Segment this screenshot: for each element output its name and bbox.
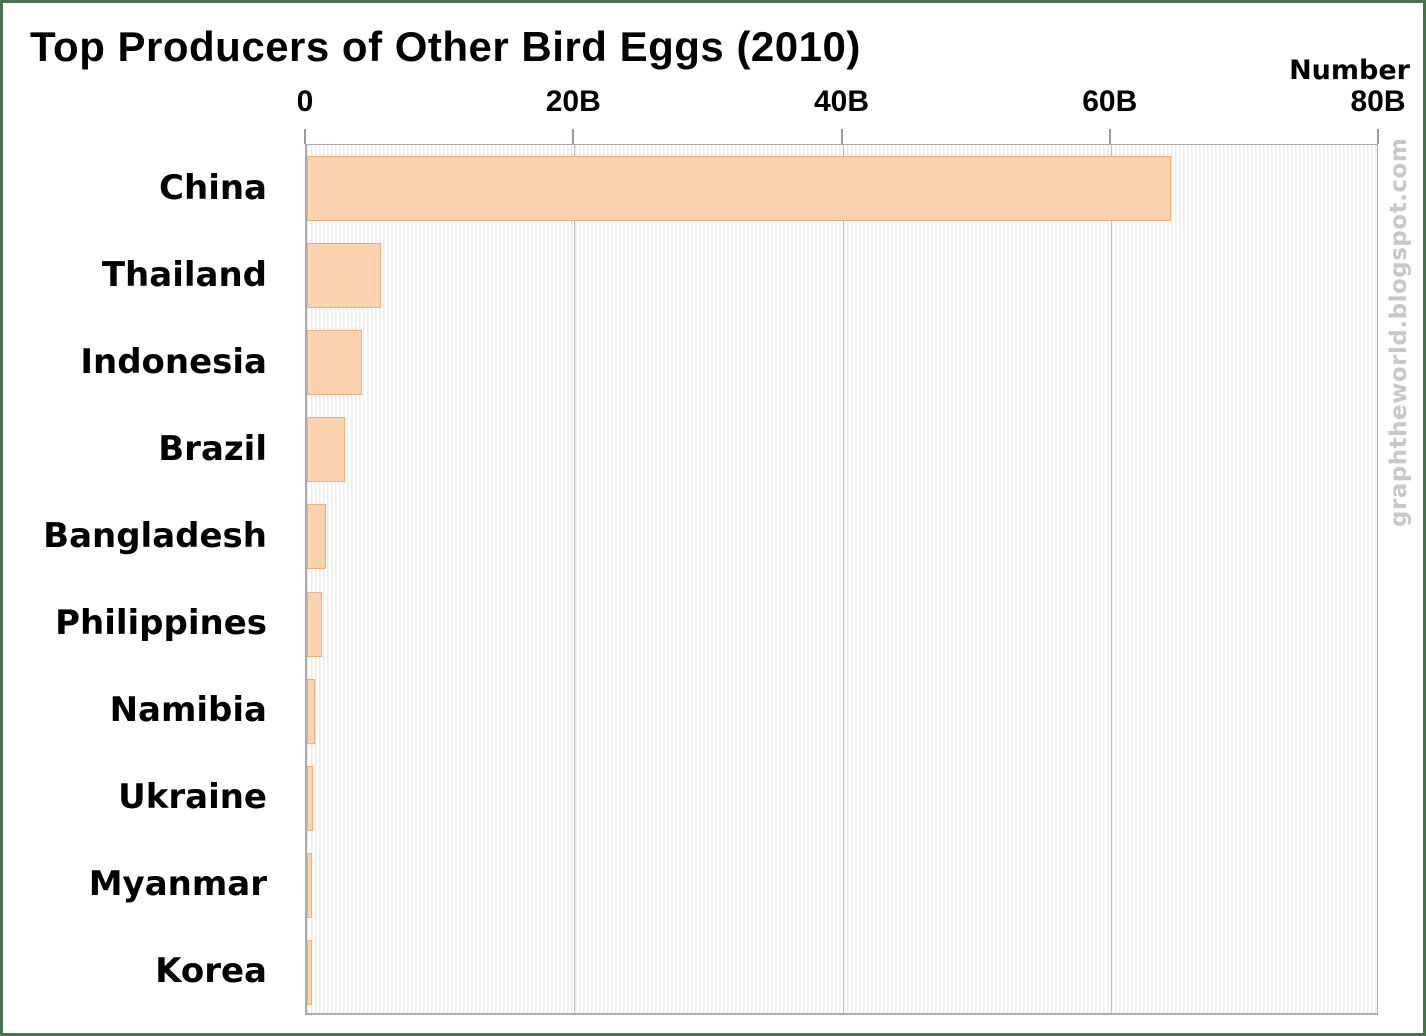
x-tick-mark (304, 129, 306, 144)
bar-indonesia (307, 330, 362, 396)
bar-myanmar (307, 852, 312, 918)
x-tick-label-80B: 80B (1350, 85, 1406, 118)
bar-philippines (307, 591, 322, 657)
y-axis-label-ukraine: Ukraine (118, 777, 267, 818)
bar-brazil (307, 417, 345, 483)
plot-area (305, 144, 1378, 1015)
y-axis-label-philippines: Philippines (55, 603, 267, 644)
y-axis-label-china: China (159, 167, 267, 208)
bar-thailand (307, 243, 381, 309)
watermark: graphtheworld.blogspot.com (1386, 137, 1412, 527)
bar-namibia (307, 678, 316, 744)
y-axis-label-brazil: Brazil (158, 428, 267, 469)
x-tick-mark (840, 129, 843, 144)
y-axis-label-thailand: Thailand (101, 254, 267, 295)
gridline-20B (574, 145, 576, 1013)
bar-bangladesh (307, 504, 326, 570)
x-tick-mark (572, 129, 575, 144)
bar-ukraine (307, 765, 314, 831)
y-axis-label-indonesia: Indonesia (80, 341, 267, 382)
chart-title: Top Producers of Other Bird Eggs (2010) (30, 23, 861, 70)
x-tick-label-20B: 20B (545, 85, 601, 118)
x-tick-mark (1377, 129, 1379, 144)
axis-unit-label: Number (1289, 55, 1410, 86)
x-tick-mark (1108, 129, 1111, 144)
x-tick-label-0: 0 (296, 85, 314, 118)
y-axis-label-bangladesh: Bangladesh (43, 515, 267, 556)
y-axis-label-korea: Korea (155, 951, 267, 992)
x-tick-label-60B: 60B (1082, 85, 1138, 118)
y-axis-label-myanmar: Myanmar (88, 864, 267, 905)
bar-korea (307, 939, 312, 1005)
bar-china (307, 156, 1171, 221)
gridline-40B (842, 145, 844, 1013)
y-axis-label-namibia: Namibia (109, 690, 267, 731)
x-tick-label-40B: 40B (813, 85, 870, 118)
gridline-60B (1110, 145, 1112, 1013)
